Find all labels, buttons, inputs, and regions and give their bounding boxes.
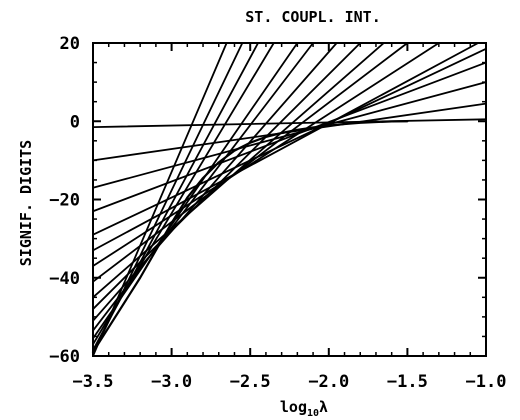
data-layer: [91, 42, 487, 357]
envelope-curve: [91, 120, 409, 354]
y-tick-label-3: −20: [49, 191, 80, 211]
series-line-6: [92, 42, 480, 252]
y-tick-label-1: −60: [49, 347, 80, 367]
series-line-7: [92, 42, 440, 267]
x-axis-label-suffix: λ: [319, 398, 328, 416]
series-line-5: [92, 47, 487, 236]
series-line-4: [92, 61, 487, 213]
x-tick-label-1: −3.5: [73, 372, 114, 392]
y-tick-label-2: −40: [49, 269, 80, 289]
y-tick-label-4: 0: [70, 112, 80, 132]
series-line-10: [92, 42, 362, 310]
x-axis-label-prefix: log: [280, 398, 307, 416]
series-line-15: [92, 42, 259, 352]
x-tick-label-5: −1.5: [387, 372, 428, 392]
x-axis-label: log10λ: [280, 398, 328, 419]
axis-layer: −3.5 −3.0 −2.5 −2.0 −1.5 −1.0 −60 −40 −20 0 20: [49, 34, 506, 392]
x-axis-label-subscript: 10: [307, 408, 319, 419]
series-line-1: [92, 118, 487, 129]
plot-frame: [92, 42, 487, 357]
x-tick-label-6: −1.0: [466, 372, 507, 392]
series-line-16: [92, 42, 244, 355]
series-line-3: [92, 81, 487, 189]
chart-title: ST. COUPL. INT.: [245, 8, 380, 26]
x-tick-label-2: −3.0: [151, 372, 192, 392]
x-tick-label-4: −2.0: [308, 372, 349, 392]
y-axis-label: SIGNIF. DIGITS: [17, 140, 35, 266]
y-tick-label-5: 20: [60, 34, 80, 54]
series-line-8: [92, 42, 409, 283]
series-line-17: [92, 42, 228, 357]
x-tick-label-3: −2.5: [230, 372, 271, 392]
